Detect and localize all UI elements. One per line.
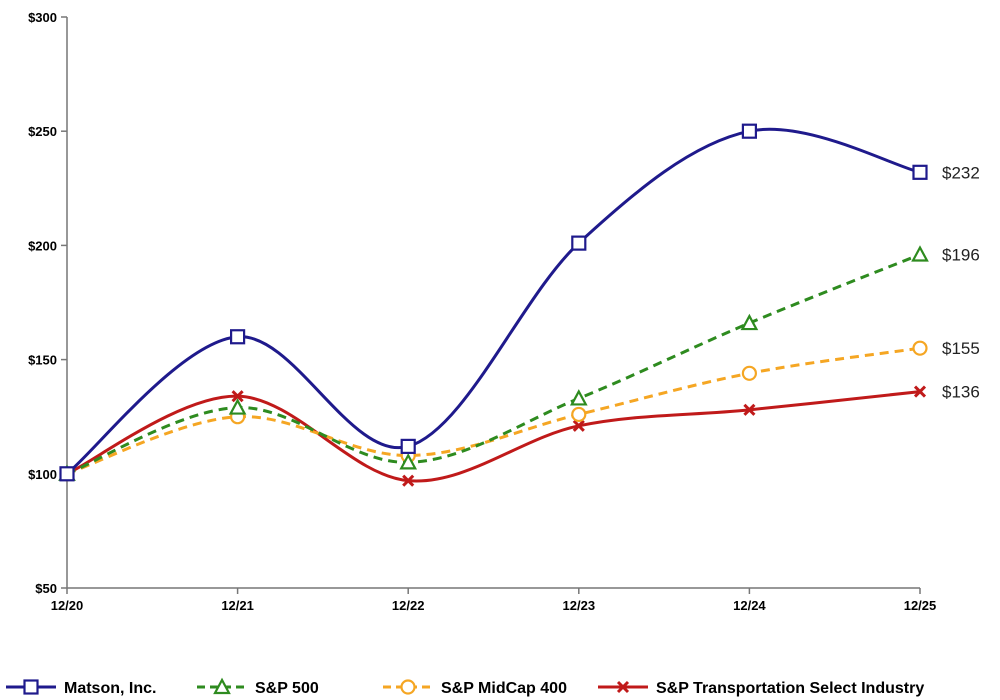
y-tick-label: $150 [28, 353, 57, 368]
legend-label: Matson, Inc. [64, 680, 156, 697]
axes [66, 17, 920, 589]
data-point [400, 438, 416, 454]
x-tick-label: 12/23 [563, 598, 596, 613]
series-line [66, 390, 921, 483]
legend: Matson, Inc. S&P 500 S&P MidCap 400 S&P Tra… [6, 677, 924, 697]
end-value-label: $196 [942, 246, 980, 265]
data-point [911, 245, 929, 262]
legend-marker [616, 680, 630, 694]
x-tick-label: 12/25 [904, 598, 937, 613]
data-point [228, 398, 247, 415]
legend-marker [400, 679, 416, 695]
legend-item: S&P 500 [197, 677, 319, 697]
series-3 [60, 385, 927, 487]
end-value-label: $136 [942, 383, 980, 402]
data-point [571, 406, 587, 423]
data-point [569, 389, 588, 406]
y-tick-label: $100 [28, 467, 57, 482]
series-layer [58, 123, 929, 487]
x-tick-label: 12/22 [392, 598, 425, 613]
data-point [912, 164, 928, 180]
legend-label: S&P Transportation Select Industry [656, 680, 924, 697]
data-point [231, 390, 244, 403]
data-point [913, 385, 927, 398]
y-tick-label: $200 [28, 238, 57, 253]
data-point [402, 474, 415, 487]
data-point [743, 403, 756, 416]
end-labels: $232 $196 $155 $136 [942, 163, 980, 401]
data-point [571, 235, 587, 251]
y-axis-ticks: $50 $100 $150 $200 $250 $300 [28, 10, 67, 596]
data-point [230, 329, 246, 345]
legend-item: S&P MidCap 400 [383, 679, 567, 697]
series-0 [59, 123, 928, 482]
data-point [912, 340, 928, 356]
data-point [399, 453, 418, 470]
data-point [741, 365, 758, 381]
legend-marker [213, 677, 231, 695]
end-value-label: $155 [942, 339, 980, 358]
legend-item: Matson, Inc. [6, 679, 156, 697]
data-point [741, 123, 758, 139]
data-point [572, 419, 585, 432]
series-line [66, 253, 921, 476]
series-line [66, 346, 921, 476]
y-tick-label: $50 [35, 581, 57, 596]
series-line [66, 127, 921, 475]
x-tick-label: 12/21 [221, 598, 254, 613]
data-point [740, 313, 759, 331]
legend-label: S&P 500 [255, 680, 319, 697]
legend-label: S&P MidCap 400 [441, 680, 567, 697]
y-tick-label: $300 [28, 10, 57, 25]
x-tick-label: 12/20 [51, 598, 84, 613]
legend-item: S&P Transportation Select Industry [598, 680, 924, 697]
x-axis-ticks: 12/20 12/21 12/22 12/23 12/24 12/25 [51, 588, 937, 613]
end-value-label: $232 [942, 163, 980, 182]
y-tick-label: $250 [28, 124, 57, 139]
x-tick-label: 12/24 [733, 598, 766, 613]
legend-marker [23, 679, 39, 695]
data-point [59, 466, 75, 482]
